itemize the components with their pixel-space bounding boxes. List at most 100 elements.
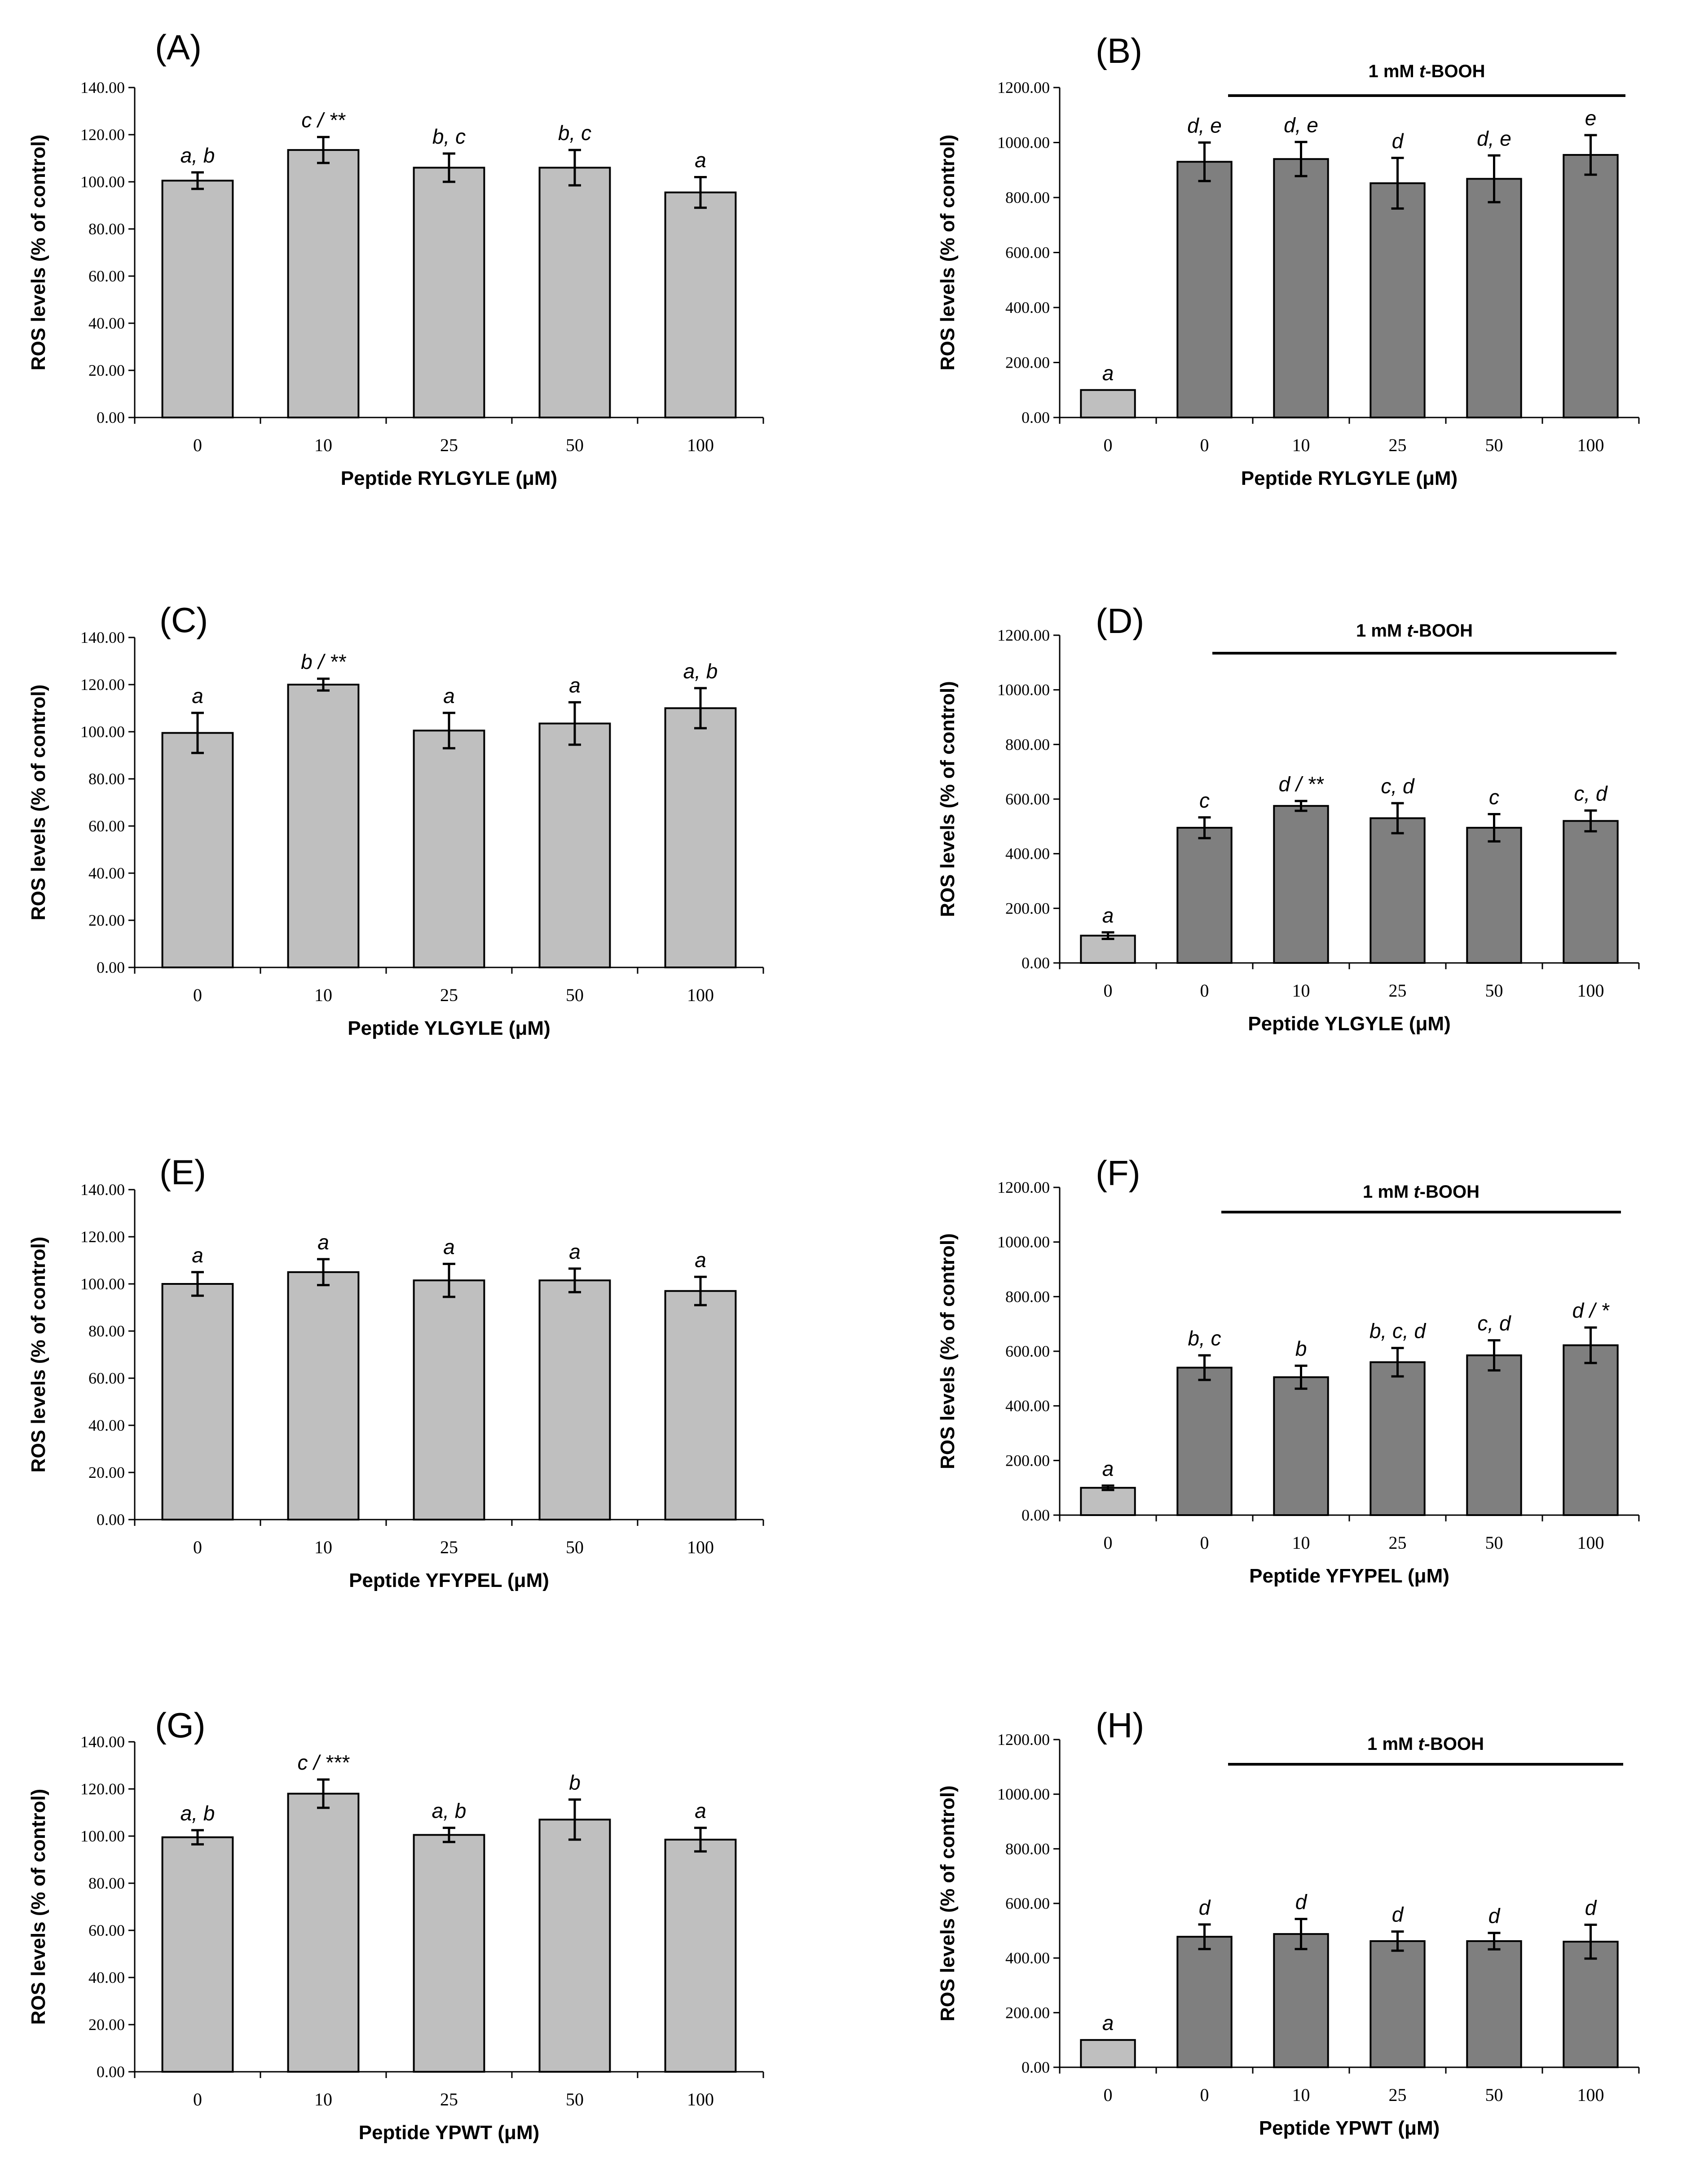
y-tick-label-a: 20.00 xyxy=(88,361,125,379)
x-axis-label-d: Peptide YLGYLE (μM) xyxy=(1248,1013,1450,1035)
y-tick-label-d: 200.00 xyxy=(1005,899,1050,917)
bar-a-1 xyxy=(287,149,360,418)
y-tick-label-c: 120.00 xyxy=(80,676,125,694)
bar-d-0 xyxy=(1080,935,1136,964)
x-tick-label-b-2: 10 xyxy=(1292,435,1310,455)
y-tick-label-d: 1200.00 xyxy=(997,626,1050,644)
y-tick-label-d: 600.00 xyxy=(1005,790,1050,808)
x-tick-label-f-1: 0 xyxy=(1200,1533,1209,1553)
y-tick-label-c: 100.00 xyxy=(80,723,125,741)
treatment-label-b: 1 mM t-BOOH xyxy=(1368,62,1485,81)
bar-h-5 xyxy=(1563,1941,1619,2068)
sig-label-a-4: a xyxy=(695,149,706,172)
sig-label-g-3: b xyxy=(569,1771,581,1794)
y-tick-label-g: 100.00 xyxy=(80,1827,125,1845)
sig-label-f-2: b xyxy=(1295,1337,1307,1360)
bar-f-4 xyxy=(1466,1354,1522,1516)
y-tick-label-g: 140.00 xyxy=(80,1733,125,1751)
y-tick-label-b: 400.00 xyxy=(1005,299,1050,316)
bar-d-4 xyxy=(1466,826,1522,964)
panel-title-g: (G) xyxy=(155,1705,206,1745)
bar-g-0 xyxy=(161,1836,234,2073)
x-tick-label-e-3: 50 xyxy=(566,1537,584,1557)
sig-label-a-3: b, c xyxy=(558,121,591,145)
y-tick-label-f: 400.00 xyxy=(1005,1397,1050,1415)
sig-label-b-5: e xyxy=(1585,106,1597,130)
x-tick-label-d-1: 0 xyxy=(1200,980,1209,1001)
y-tick-label-b: 1200.00 xyxy=(997,79,1050,97)
treatment-prefix-d: 1 mM xyxy=(1356,621,1407,641)
treatment-prefix-h: 1 mM xyxy=(1367,1734,1418,1754)
x-tick-label-f-2: 10 xyxy=(1292,1533,1310,1553)
y-tick-label-a: 120.00 xyxy=(80,126,125,144)
x-tick-label-c-3: 50 xyxy=(566,985,584,1005)
x-tick-label-g-0: 0 xyxy=(193,2089,202,2109)
x-tick-label-a-3: 50 xyxy=(566,435,584,455)
sig-label-h-0: a xyxy=(1102,2011,1114,2035)
y-tick-label-d: 800.00 xyxy=(1005,735,1050,753)
y-tick-label-g: 20.00 xyxy=(88,2016,125,2034)
panel-title-a: (A) xyxy=(155,27,202,67)
sig-label-d-1: c xyxy=(1199,789,1210,812)
sig-label-g-2: a, b xyxy=(432,1799,467,1823)
sig-label-g-1: c / *** xyxy=(297,1751,350,1774)
x-tick-label-c-0: 0 xyxy=(193,985,202,1005)
x-tick-label-f-0: 0 xyxy=(1104,1533,1113,1553)
y-tick-label-e: 60.00 xyxy=(88,1369,125,1387)
treatment-label-f: 1 mM t-BOOH xyxy=(1363,1182,1480,1202)
sig-label-b-3: d xyxy=(1392,129,1404,153)
y-tick-label-f: 800.00 xyxy=(1005,1288,1050,1305)
sig-label-h-1: d xyxy=(1199,1896,1211,1919)
x-tick-label-c-2: 25 xyxy=(440,985,458,1005)
sig-label-h-2: d xyxy=(1295,1890,1308,1914)
sig-label-g-4: a xyxy=(695,1799,706,1823)
y-tick-label-g: 120.00 xyxy=(80,1780,125,1798)
sig-label-g-0: a, b xyxy=(181,1802,215,1825)
y-tick-label-h: 800.00 xyxy=(1005,1840,1050,1858)
x-axis-label-c: Peptide YLGYLE (μM) xyxy=(348,1017,550,1039)
bar-a-4 xyxy=(664,191,737,418)
bar-c-2 xyxy=(413,729,485,968)
sig-label-d-4: c xyxy=(1489,785,1499,809)
y-tick-label-f: 1200.00 xyxy=(997,1178,1050,1196)
y-tick-label-b: 800.00 xyxy=(1005,189,1050,207)
bar-a-3 xyxy=(538,167,611,418)
sig-label-d-2: d / ** xyxy=(1279,772,1325,795)
bar-a-0 xyxy=(161,180,234,418)
x-tick-label-a-2: 25 xyxy=(440,435,458,455)
y-axis-label-d: ROS levels (% of control) xyxy=(937,681,959,917)
sig-label-e-3: a xyxy=(569,1240,581,1263)
sig-label-f-4: c, d xyxy=(1477,1312,1511,1335)
bar-e-0 xyxy=(161,1283,234,1520)
bar-c-1 xyxy=(287,684,360,968)
y-tick-label-e: 80.00 xyxy=(88,1322,125,1340)
y-tick-label-e: 20.00 xyxy=(88,1463,125,1481)
x-tick-label-h-2: 10 xyxy=(1292,2085,1310,2105)
y-tick-label-h: 1000.00 xyxy=(997,1785,1050,1803)
treatment-suffix-d: -BOOH xyxy=(1413,621,1473,641)
bar-f-5 xyxy=(1563,1344,1619,1516)
bar-f-2 xyxy=(1273,1376,1329,1516)
sig-label-a-2: b, c xyxy=(432,125,466,148)
panel-title-h: (H) xyxy=(1096,1705,1144,1745)
y-axis-label-b: ROS levels (% of control) xyxy=(937,135,959,371)
y-tick-label-d: 1000.00 xyxy=(997,681,1050,699)
y-tick-label-a: 40.00 xyxy=(88,314,125,332)
sig-label-c-3: a xyxy=(569,673,581,697)
sig-label-b-0: a xyxy=(1102,361,1114,385)
x-tick-label-b-3: 25 xyxy=(1389,435,1407,455)
y-tick-label-f: 1000.00 xyxy=(997,1233,1050,1251)
x-tick-label-d-0: 0 xyxy=(1104,980,1113,1001)
sig-label-c-0: a xyxy=(192,684,203,707)
bar-c-4 xyxy=(664,707,737,968)
y-tick-label-h: 1200.00 xyxy=(997,1731,1050,1749)
x-tick-label-e-0: 0 xyxy=(193,1537,202,1557)
y-tick-label-c: 0.00 xyxy=(97,958,125,976)
treatment-agent-d: t xyxy=(1407,621,1414,641)
y-tick-label-a: 100.00 xyxy=(80,173,125,191)
sig-label-c-1: b / ** xyxy=(301,650,347,673)
sig-label-b-4: d, e xyxy=(1477,127,1511,150)
sig-label-e-1: a xyxy=(317,1230,329,1254)
x-tick-label-d-2: 10 xyxy=(1292,980,1310,1001)
